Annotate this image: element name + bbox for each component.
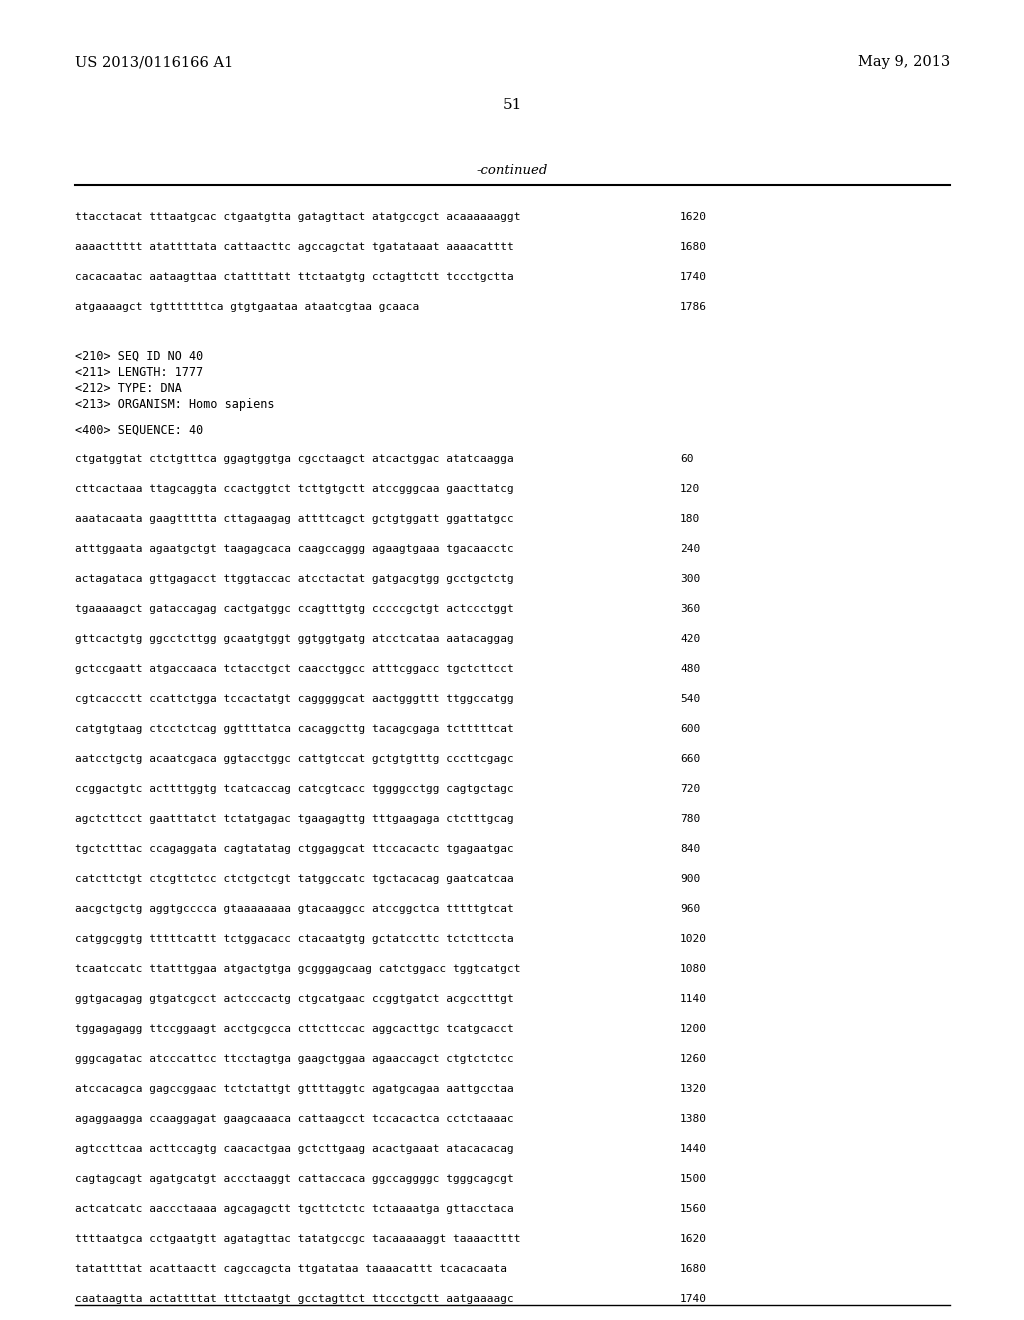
Text: 1620: 1620	[680, 1234, 707, 1243]
Text: tgctctttac ccagaggata cagtatatag ctggaggcat ttccacactc tgagaatgac: tgctctttac ccagaggata cagtatatag ctggagg…	[75, 843, 514, 854]
Text: ctgatggtat ctctgtttca ggagtggtga cgcctaagct atcactggac atatcaagga: ctgatggtat ctctgtttca ggagtggtga cgcctaa…	[75, 454, 514, 465]
Text: 1320: 1320	[680, 1084, 707, 1094]
Text: aacgctgctg aggtgcccca gtaaaaaaaa gtacaaggcc atccggctca tttttgtcat: aacgctgctg aggtgcccca gtaaaaaaaa gtacaag…	[75, 904, 514, 913]
Text: <213> ORGANISM: Homo sapiens: <213> ORGANISM: Homo sapiens	[75, 399, 274, 411]
Text: aaaacttttt atattttata cattaacttc agccagctat tgatataaat aaaacatttt: aaaacttttt atattttata cattaacttc agccagc…	[75, 242, 514, 252]
Text: 60: 60	[680, 454, 693, 465]
Text: catcttctgt ctcgttctcc ctctgctcgt tatggccatc tgctacacag gaatcatcaa: catcttctgt ctcgttctcc ctctgctcgt tatggcc…	[75, 874, 514, 884]
Text: <400> SEQUENCE: 40: <400> SEQUENCE: 40	[75, 424, 203, 437]
Text: ttacctacat tttaatgcac ctgaatgtta gatagttact atatgccgct acaaaaaaggt: ttacctacat tttaatgcac ctgaatgtta gatagtt…	[75, 213, 520, 222]
Text: 1140: 1140	[680, 994, 707, 1005]
Text: agtccttcaa acttccagtg caacactgaa gctcttgaag acactgaaat atacacacag: agtccttcaa acttccagtg caacactgaa gctcttg…	[75, 1144, 514, 1154]
Text: 660: 660	[680, 754, 700, 764]
Text: 240: 240	[680, 544, 700, 554]
Text: ggtgacagag gtgatcgcct actcccactg ctgcatgaac ccggtgatct acgcctttgt: ggtgacagag gtgatcgcct actcccactg ctgcatg…	[75, 994, 514, 1005]
Text: 51: 51	[503, 98, 521, 112]
Text: gggcagatac atcccattcc ttcctagtga gaagctggaa agaaccagct ctgtctctcc: gggcagatac atcccattcc ttcctagtga gaagctg…	[75, 1053, 514, 1064]
Text: aatcctgctg acaatcgaca ggtacctggc cattgtccat gctgtgtttg cccttcgagc: aatcctgctg acaatcgaca ggtacctggc cattgtc…	[75, 754, 514, 764]
Text: tatattttat acattaactt cagccagcta ttgatataa taaaacattt tcacacaata: tatattttat acattaactt cagccagcta ttgatat…	[75, 1265, 507, 1274]
Text: 600: 600	[680, 723, 700, 734]
Text: 1260: 1260	[680, 1053, 707, 1064]
Text: tgaaaaagct gataccagag cactgatggc ccagtttgtg cccccgctgt actccctggt: tgaaaaagct gataccagag cactgatggc ccagttt…	[75, 605, 514, 614]
Text: agctcttcct gaatttatct tctatgagac tgaagagttg tttgaagaga ctctttgcag: agctcttcct gaatttatct tctatgagac tgaagag…	[75, 814, 514, 824]
Text: 1080: 1080	[680, 964, 707, 974]
Text: 540: 540	[680, 694, 700, 704]
Text: 720: 720	[680, 784, 700, 795]
Text: cgtcaccctt ccattctgga tccactatgt cagggggcat aactgggttt ttggccatgg: cgtcaccctt ccattctgga tccactatgt caggggg…	[75, 694, 514, 704]
Text: 1200: 1200	[680, 1024, 707, 1034]
Text: actcatcatc aaccctaaaa agcagagctt tgcttctctc tctaaaatga gttacctaca: actcatcatc aaccctaaaa agcagagctt tgcttct…	[75, 1204, 514, 1214]
Text: 1620: 1620	[680, 213, 707, 222]
Text: 300: 300	[680, 574, 700, 583]
Text: 480: 480	[680, 664, 700, 675]
Text: catgtgtaag ctcctctcag ggttttatca cacaggcttg tacagcgaga tctttttcat: catgtgtaag ctcctctcag ggttttatca cacaggc…	[75, 723, 514, 734]
Text: agaggaagga ccaaggagat gaagcaaaca cattaagcct tccacactca cctctaaaac: agaggaagga ccaaggagat gaagcaaaca cattaag…	[75, 1114, 514, 1125]
Text: 900: 900	[680, 874, 700, 884]
Text: cttcactaaa ttagcaggta ccactggtct tcttgtgctt atccgggcaa gaacttatcg: cttcactaaa ttagcaggta ccactggtct tcttgtg…	[75, 484, 514, 494]
Text: tcaatccatc ttatttggaa atgactgtga gcgggagcaag catctggacc tggtcatgct: tcaatccatc ttatttggaa atgactgtga gcgggag…	[75, 964, 520, 974]
Text: <211> LENGTH: 1777: <211> LENGTH: 1777	[75, 366, 203, 379]
Text: May 9, 2013: May 9, 2013	[858, 55, 950, 69]
Text: caataagtta actattttat tttctaatgt gcctagttct ttccctgctt aatgaaaagc: caataagtta actattttat tttctaatgt gcctagt…	[75, 1294, 514, 1304]
Text: 1500: 1500	[680, 1173, 707, 1184]
Text: US 2013/0116166 A1: US 2013/0116166 A1	[75, 55, 233, 69]
Text: 1786: 1786	[680, 302, 707, 312]
Text: 1740: 1740	[680, 1294, 707, 1304]
Text: atccacagca gagccggaac tctctattgt gttttaggtc agatgcagaa aattgcctaa: atccacagca gagccggaac tctctattgt gttttag…	[75, 1084, 514, 1094]
Text: 1560: 1560	[680, 1204, 707, 1214]
Text: 1380: 1380	[680, 1114, 707, 1125]
Text: <210> SEQ ID NO 40: <210> SEQ ID NO 40	[75, 350, 203, 363]
Text: 1440: 1440	[680, 1144, 707, 1154]
Text: gctccgaatt atgaccaaca tctacctgct caacctggcc atttcggacc tgctcttcct: gctccgaatt atgaccaaca tctacctgct caacctg…	[75, 664, 514, 675]
Text: 1680: 1680	[680, 1265, 707, 1274]
Text: atttggaata agaatgctgt taagagcaca caagccaggg agaagtgaaa tgacaacctc: atttggaata agaatgctgt taagagcaca caagcca…	[75, 544, 514, 554]
Text: tggagagagg ttccggaagt acctgcgcca cttcttccac aggcacttgc tcatgcacct: tggagagagg ttccggaagt acctgcgcca cttcttc…	[75, 1024, 514, 1034]
Text: ttttaatgca cctgaatgtt agatagttac tatatgccgc tacaaaaaggt taaaactttt: ttttaatgca cctgaatgtt agatagttac tatatgc…	[75, 1234, 520, 1243]
Text: 120: 120	[680, 484, 700, 494]
Text: 960: 960	[680, 904, 700, 913]
Text: gttcactgtg ggcctcttgg gcaatgtggt ggtggtgatg atcctcataa aatacaggag: gttcactgtg ggcctcttgg gcaatgtggt ggtggtg…	[75, 634, 514, 644]
Text: atgaaaagct tgtttttttca gtgtgaataa ataatcgtaa gcaaca: atgaaaagct tgtttttttca gtgtgaataa ataatc…	[75, 302, 419, 312]
Text: -continued: -continued	[476, 164, 548, 177]
Text: cacacaatac aataagttaa ctattttatt ttctaatgtg cctagttctt tccctgctta: cacacaatac aataagttaa ctattttatt ttctaat…	[75, 272, 514, 282]
Text: aaatacaata gaagttttta cttagaagag attttcagct gctgtggatt ggattatgcc: aaatacaata gaagttttta cttagaagag attttca…	[75, 513, 514, 524]
Text: cagtagcagt agatgcatgt accctaaggt cattaccaca ggccaggggc tgggcagcgt: cagtagcagt agatgcatgt accctaaggt cattacc…	[75, 1173, 514, 1184]
Text: 780: 780	[680, 814, 700, 824]
Text: 360: 360	[680, 605, 700, 614]
Text: 180: 180	[680, 513, 700, 524]
Text: ccggactgtc acttttggtg tcatcaccag catcgtcacc tggggcctgg cagtgctagc: ccggactgtc acttttggtg tcatcaccag catcgtc…	[75, 784, 514, 795]
Text: <212> TYPE: DNA: <212> TYPE: DNA	[75, 381, 182, 395]
Text: 1020: 1020	[680, 935, 707, 944]
Text: actagataca gttgagacct ttggtaccac atcctactat gatgacgtgg gcctgctctg: actagataca gttgagacct ttggtaccac atcctac…	[75, 574, 514, 583]
Text: catggcggtg tttttcattt tctggacacc ctacaatgtg gctatccttc tctcttccta: catggcggtg tttttcattt tctggacacc ctacaat…	[75, 935, 514, 944]
Text: 420: 420	[680, 634, 700, 644]
Text: 1680: 1680	[680, 242, 707, 252]
Text: 840: 840	[680, 843, 700, 854]
Text: 1740: 1740	[680, 272, 707, 282]
